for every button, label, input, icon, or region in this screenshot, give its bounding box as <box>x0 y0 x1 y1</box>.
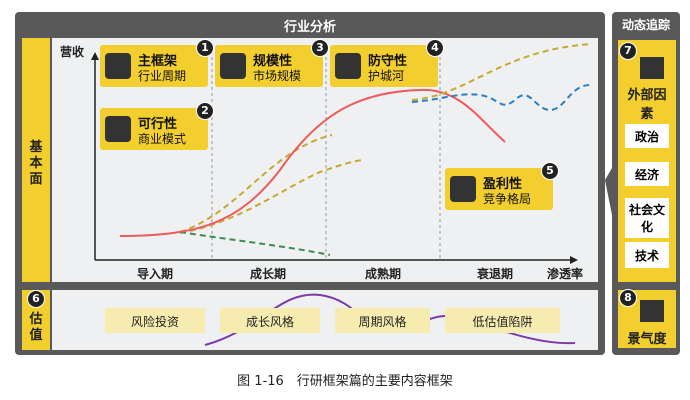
number-badge: 3 <box>311 39 329 57</box>
x-label: 渗透率 <box>547 267 584 281</box>
number-badge: 1 <box>196 39 214 57</box>
header-title: 行业分析 <box>283 20 336 35</box>
left-label: 估值 <box>29 312 43 343</box>
card-subtitle: 竞争格局 <box>483 192 532 206</box>
number-badge: 2 <box>196 102 214 120</box>
number-badge: 5 <box>541 162 559 180</box>
card-title: 主框架 <box>138 54 178 69</box>
card: 规模性 市场规模 <box>215 45 323 87</box>
side-title: 动态追踪 <box>621 18 670 32</box>
y-label: 营收 <box>60 45 85 59</box>
card-subtitle: 护城河 <box>368 69 405 83</box>
stage-label: 衰退期 <box>476 267 513 281</box>
card-title: 规模性 <box>253 54 293 69</box>
tracking-item: 社会文化 <box>625 198 669 238</box>
card-icon <box>105 116 131 142</box>
valuation-item: 低估值陷阱 <box>472 315 533 329</box>
valuation-item: 周期风格 <box>358 315 407 329</box>
sentiment-title: 景气度 <box>627 332 667 347</box>
tracking-item: 政治 <box>625 124 669 148</box>
card-icon <box>220 53 246 79</box>
card-subtitle: 商业模式 <box>138 132 187 146</box>
caption: 图 1-16 行研框架篇的主要内容框架 <box>237 374 453 389</box>
card-title: 防守性 <box>368 54 408 69</box>
card: 盈利性 竞争格局 <box>445 168 553 210</box>
card-title: 盈利性 <box>483 177 523 192</box>
left-label: 基本面 <box>29 140 43 187</box>
tracking-title: 外部因素 <box>627 88 667 122</box>
card-icon <box>335 53 361 79</box>
tracking-item: 经济 <box>625 162 669 186</box>
number-badge: 8 <box>619 289 637 307</box>
number-badge: 6 <box>27 290 45 308</box>
number-badge: 4 <box>426 39 444 57</box>
card-icon <box>105 53 131 79</box>
valuation-item: 风险投资 <box>130 315 179 329</box>
tracking-item: 技术 <box>625 242 669 268</box>
stage-label: 成长期 <box>249 267 286 281</box>
card-icon <box>450 176 476 202</box>
stage-label: 导入期 <box>136 267 173 281</box>
valuation-item: 成长风格 <box>245 315 294 329</box>
card-title: 可行性 <box>138 117 178 132</box>
card: 主框架 行业周期 <box>100 45 208 87</box>
card-subtitle: 行业周期 <box>138 69 187 83</box>
card-subtitle: 市场规模 <box>253 69 302 83</box>
stage-label: 成熟期 <box>364 267 401 281</box>
number-badge: 7 <box>619 42 637 60</box>
card: 防守性 护城河 <box>330 45 438 87</box>
card: 可行性 商业模式 <box>100 108 208 150</box>
